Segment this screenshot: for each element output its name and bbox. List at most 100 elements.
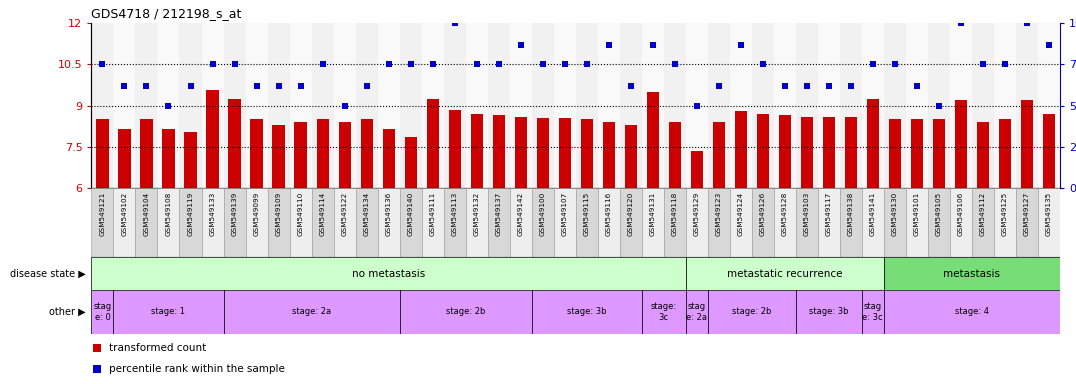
Bar	[862, 290, 883, 334]
Point	[732, 41, 749, 48]
Bar	[928, 23, 950, 188]
Bar	[224, 188, 245, 257]
Point	[622, 83, 639, 89]
Text: GSM549141: GSM549141	[869, 192, 876, 236]
Bar	[184, 132, 197, 188]
Point	[534, 61, 551, 67]
Bar	[691, 151, 703, 188]
Bar	[487, 23, 510, 188]
Bar	[954, 100, 967, 188]
Bar	[224, 23, 245, 188]
Bar	[889, 119, 901, 188]
Bar	[603, 122, 614, 188]
Bar	[443, 23, 466, 188]
Text: GSM549140: GSM549140	[408, 192, 413, 236]
Point	[556, 61, 574, 67]
Point	[710, 83, 727, 89]
Bar	[1021, 100, 1033, 188]
Bar	[576, 188, 597, 257]
Text: disease state ▶: disease state ▶	[11, 268, 86, 279]
Bar	[113, 290, 224, 334]
Bar	[685, 257, 883, 290]
Bar	[664, 23, 685, 188]
Bar	[312, 188, 334, 257]
Point	[820, 83, 837, 89]
Text: stage: 4: stage: 4	[954, 308, 989, 316]
Text: GSM549131: GSM549131	[650, 192, 655, 236]
Text: GSM549106: GSM549106	[958, 192, 964, 236]
Bar	[994, 23, 1016, 188]
Bar	[554, 23, 576, 188]
Bar	[756, 114, 768, 188]
Bar	[510, 188, 532, 257]
Text: GSM549126: GSM549126	[760, 192, 766, 236]
Bar	[399, 188, 422, 257]
Point	[864, 61, 881, 67]
Bar	[339, 122, 351, 188]
Bar	[443, 188, 466, 257]
Bar	[426, 99, 439, 188]
Bar	[91, 188, 113, 257]
Point	[578, 61, 595, 67]
Text: GSM549107: GSM549107	[562, 192, 568, 236]
Bar	[779, 115, 791, 188]
Bar	[972, 188, 994, 257]
Bar	[862, 188, 883, 257]
Bar	[449, 110, 461, 188]
Bar	[180, 188, 201, 257]
Bar	[201, 188, 224, 257]
Bar	[180, 23, 201, 188]
Point	[226, 61, 243, 67]
Bar	[1043, 114, 1054, 188]
Bar	[355, 188, 378, 257]
Text: GSM549130: GSM549130	[892, 192, 897, 236]
Text: GSM549114: GSM549114	[320, 192, 326, 236]
Bar	[752, 188, 774, 257]
Point	[445, 20, 463, 26]
Bar	[708, 188, 730, 257]
Text: GSM549133: GSM549133	[210, 192, 215, 236]
Text: GSM549119: GSM549119	[187, 192, 194, 236]
Bar	[708, 290, 796, 334]
Bar	[360, 119, 372, 188]
Bar	[933, 119, 945, 188]
Point	[490, 61, 507, 67]
Bar	[113, 188, 136, 257]
Bar	[796, 23, 818, 188]
Bar	[514, 117, 526, 188]
Text: GSM549125: GSM549125	[1002, 192, 1008, 236]
Bar	[972, 23, 994, 188]
Bar	[532, 23, 554, 188]
Bar	[136, 188, 157, 257]
Point	[468, 61, 485, 67]
Bar	[620, 23, 641, 188]
Bar	[91, 290, 113, 334]
Bar	[97, 119, 109, 188]
Bar	[289, 188, 312, 257]
Text: GSM549112: GSM549112	[980, 192, 986, 236]
Point	[380, 61, 397, 67]
Text: GSM549110: GSM549110	[298, 192, 303, 236]
Bar	[268, 23, 289, 188]
Bar	[641, 23, 664, 188]
Bar	[774, 188, 796, 257]
Bar	[399, 290, 532, 334]
Bar	[316, 119, 328, 188]
Text: stage: 3b: stage: 3b	[567, 308, 607, 316]
Text: GSM549115: GSM549115	[583, 192, 590, 236]
Bar	[272, 125, 284, 188]
Bar	[668, 122, 681, 188]
Bar	[141, 119, 153, 188]
Bar	[118, 129, 130, 188]
Bar	[730, 23, 752, 188]
Text: GSM549122: GSM549122	[341, 192, 348, 236]
Bar	[201, 23, 224, 188]
Bar	[801, 117, 812, 188]
Bar	[1038, 188, 1060, 257]
Bar	[576, 23, 597, 188]
Bar	[295, 122, 307, 188]
Point	[314, 61, 331, 67]
Text: no metastasis: no metastasis	[352, 268, 425, 279]
Text: stage: 2b: stage: 2b	[732, 308, 771, 316]
Bar	[910, 119, 923, 188]
